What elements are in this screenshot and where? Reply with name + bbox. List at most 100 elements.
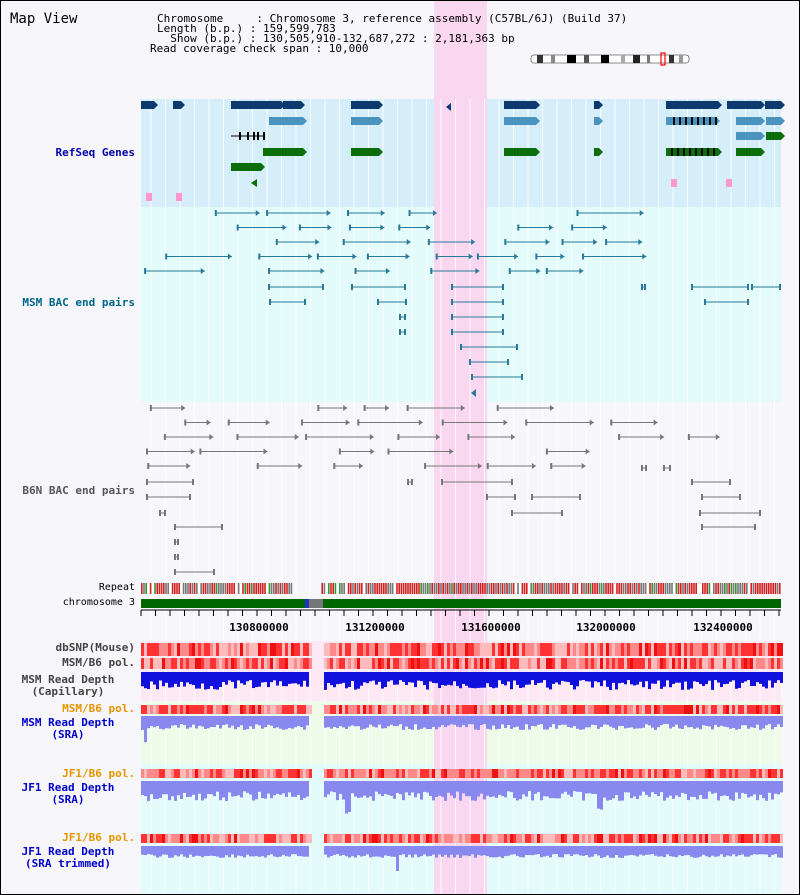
repeat-element	[559, 583, 561, 594]
read-depth-bar	[201, 716, 204, 727]
polymorphism-cell	[297, 705, 300, 714]
polymorphism-cell	[522, 769, 525, 778]
read-depth-bar	[633, 846, 636, 856]
read-depth-bar	[468, 846, 471, 857]
repeat-element	[748, 583, 750, 594]
polymorphism-cell	[159, 705, 162, 714]
end-marker	[298, 224, 301, 231]
repeat-element	[446, 583, 449, 594]
polymorphism-cell	[486, 834, 489, 843]
polymorphism-cell	[684, 705, 687, 714]
read-depth-bar	[750, 716, 753, 728]
read-depth-bar	[723, 781, 726, 796]
end-marker	[315, 239, 320, 245]
track-label-jf1-depth-sra[interactable]: JF1 Read Depth (SRA)	[21, 781, 115, 806]
polymorphism-cell	[519, 658, 522, 669]
track-label-msm-depth-capillary[interactable]: MSM Read Depth (Capillary)	[21, 673, 115, 698]
repeat-element	[347, 583, 350, 594]
track-label-msm-bac[interactable]: MSM BAC end pairs	[22, 296, 135, 309]
polymorphism-cell	[456, 834, 459, 843]
track-label-jf1-depth-trimmed[interactable]: JF1 Read Depth (SRA trimmed)	[21, 845, 115, 870]
repeat-element	[539, 583, 541, 594]
ideogram-band	[567, 55, 576, 63]
polymorphism-cell	[615, 658, 618, 669]
read-depth-bar	[156, 672, 159, 690]
repeat-element	[180, 583, 183, 594]
polymorphism-cell	[300, 705, 303, 714]
read-depth-bar	[201, 672, 204, 684]
polymorphism-cell	[285, 834, 288, 843]
read-depth-bar	[654, 716, 657, 730]
read-depth-bar	[669, 846, 672, 857]
end-marker	[441, 419, 444, 426]
polymorphism-cell	[369, 705, 372, 714]
polymorphism-cell	[702, 658, 705, 669]
track-label-msm-depth-sra[interactable]: MSM Read Depth (SRA)	[21, 716, 115, 741]
track-label-jf1-b6-pol-trimmed[interactable]: JF1/B6 pol.	[62, 831, 135, 844]
read-depth-bar	[264, 781, 267, 799]
read-depth-bar	[576, 672, 579, 687]
polymorphism-cell	[414, 769, 417, 778]
polymorphism-cell	[597, 705, 600, 714]
polymorphism-cell	[207, 643, 210, 656]
polymorphism-cell	[279, 658, 282, 669]
track-label-jf1-b6-pol[interactable]: JF1/B6 pol.	[62, 767, 135, 780]
repeat-element	[176, 583, 178, 594]
track-label-b6n-bac[interactable]: B6N BAC end pairs	[22, 484, 135, 497]
polymorphism-cell	[570, 834, 573, 843]
polymorphism-cell	[186, 769, 189, 778]
ideogram-band	[551, 55, 555, 63]
end-marker	[641, 465, 643, 471]
polymorphism-cell	[741, 834, 744, 843]
read-depth-bar	[183, 672, 186, 687]
repeat-element	[154, 583, 156, 594]
read-depth-bar	[750, 672, 753, 686]
polymorphism-cell	[210, 643, 213, 656]
polymorphism-cell	[351, 769, 354, 778]
polymorphism-cell	[771, 769, 774, 778]
repeat-element	[578, 583, 581, 594]
polymorphism-cell	[693, 769, 696, 778]
end-marker	[521, 374, 523, 380]
read-depth-bar	[159, 781, 162, 798]
polymorphism-cell	[723, 658, 726, 669]
read-depth-bar	[681, 781, 684, 793]
read-depth-bar	[666, 781, 669, 798]
read-depth-bar	[240, 846, 243, 857]
read-depth-bar	[387, 781, 390, 795]
polymorphism-cell	[738, 705, 741, 714]
end-marker	[333, 463, 336, 469]
polymorphism-cell	[657, 834, 660, 843]
track-label-msm-b6-pol-sra[interactable]: MSM/B6 pol.	[62, 702, 135, 715]
read-depth-bar	[558, 781, 561, 799]
polymorphism-cell	[228, 658, 231, 669]
read-depth-bar	[264, 716, 267, 728]
end-marker	[159, 510, 161, 516]
polymorphism-cell	[306, 705, 309, 714]
read-depth-bar	[456, 672, 459, 686]
read-depth-bar	[504, 672, 507, 686]
polymorphism-cell	[675, 769, 678, 778]
read-depth-bar	[249, 781, 252, 795]
track-label-msm-b6-pol[interactable]: MSM/B6 pol.	[62, 656, 135, 669]
read-depth-bar	[510, 846, 513, 855]
track-label-refseq[interactable]: RefSeq Genes	[55, 146, 135, 159]
track-label-dbsnp[interactable]: dbSNP(Mouse)	[55, 641, 135, 654]
polymorphism-cell	[612, 834, 615, 843]
polymorphism-cell	[162, 834, 165, 843]
polymorphism-cell	[450, 643, 453, 656]
polymorphism-cell	[264, 643, 267, 656]
read-depth-bar	[399, 846, 402, 856]
end-marker	[255, 210, 260, 216]
gene-model	[666, 101, 718, 109]
read-depth-bar	[555, 716, 558, 729]
polymorphism-cell	[387, 769, 390, 778]
repeat-element	[779, 583, 781, 594]
polymorphism-cell	[636, 705, 639, 714]
end-marker	[352, 253, 357, 260]
polymorphism-cell	[387, 834, 390, 843]
ideogram-position-marker	[660, 52, 666, 66]
polymorphism-cell	[633, 643, 636, 656]
repeat-element	[471, 583, 473, 594]
